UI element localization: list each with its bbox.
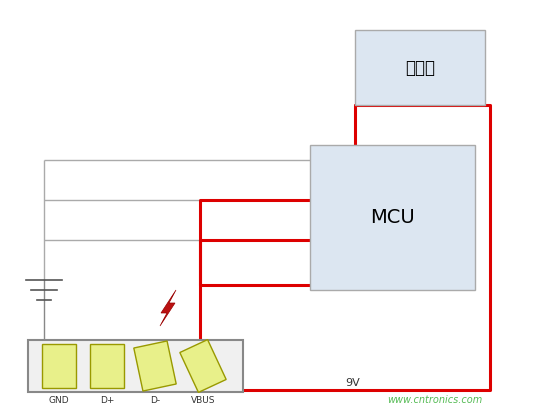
Bar (28, 340, 243, 392)
Bar (90, 344, 124, 388)
Bar (310, 145, 475, 290)
Text: GND: GND (49, 395, 69, 405)
Text: 充电器: 充电器 (405, 59, 435, 76)
Text: MCU: MCU (370, 208, 415, 227)
Bar (42, 344, 76, 388)
Polygon shape (160, 290, 176, 326)
Text: D-: D- (150, 395, 160, 405)
Text: 9V: 9V (345, 378, 360, 388)
Text: www.cntronics.com: www.cntronics.com (388, 395, 483, 405)
Bar (355, 30, 485, 105)
Text: D+: D+ (100, 395, 114, 405)
Text: VBUS: VBUS (191, 395, 215, 405)
Polygon shape (134, 341, 176, 391)
Polygon shape (180, 339, 226, 393)
